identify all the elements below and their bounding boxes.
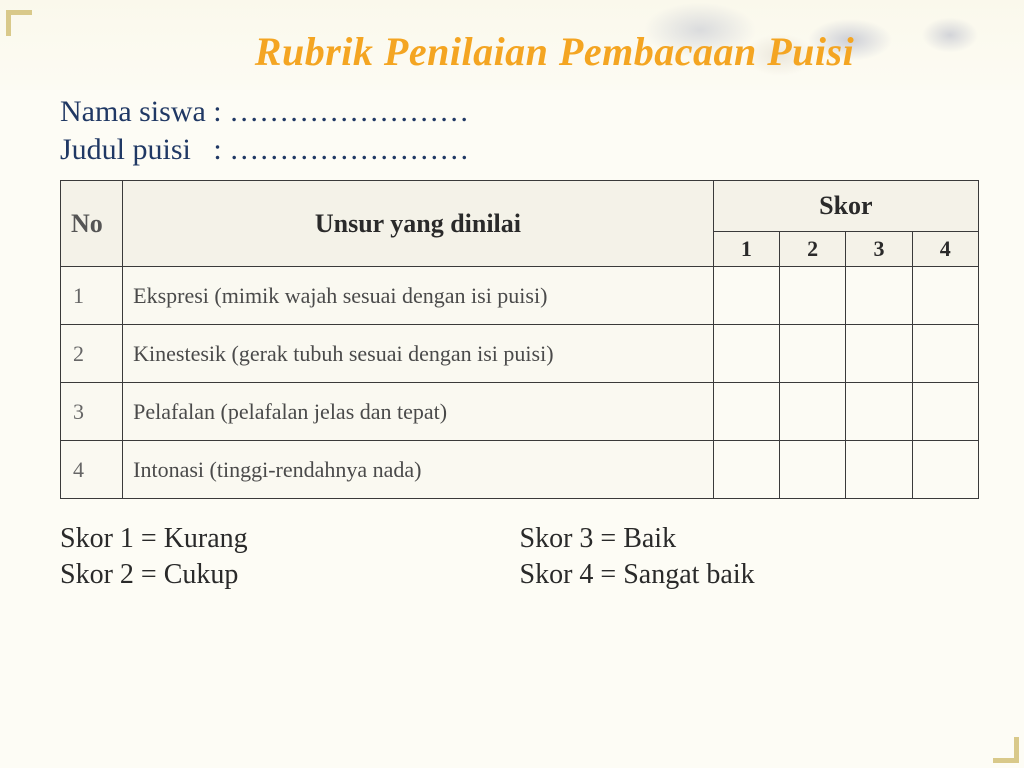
table-row: 3 Pelafalan (pelafalan jelas dan tepat) [61, 383, 979, 441]
score-cell [780, 383, 846, 441]
col-header-item: Unsur yang dinilai [123, 181, 714, 267]
score-cell [780, 267, 846, 325]
legend-col-left: Skor 1 = Kurang Skor 2 = Cukup [60, 521, 520, 594]
field-title-value: …………………… [229, 133, 469, 166]
field-name-label: Nama siswa [60, 95, 206, 128]
row-item: Intonasi (tinggi-rendahnya nada) [123, 441, 714, 499]
table-header-row-1: No Unsur yang dinilai Skor [61, 181, 979, 232]
score-cell [912, 383, 978, 441]
row-item: Ekspresi (mimik wajah sesuai dengan isi … [123, 267, 714, 325]
score-cell [912, 441, 978, 499]
legend-item: Skor 3 = Baik [520, 521, 980, 557]
col-header-score-2: 2 [780, 232, 846, 267]
score-cell [713, 383, 779, 441]
field-title-label: Judul puisi [60, 133, 191, 166]
rubric-table: No Unsur yang dinilai Skor 1 2 3 4 1 Eks… [60, 180, 979, 499]
row-no: 2 [61, 325, 123, 383]
col-header-skor: Skor [713, 181, 978, 232]
row-item: Kinestesik (gerak tubuh sesuai dengan is… [123, 325, 714, 383]
col-header-score-4: 4 [912, 232, 978, 267]
score-cell [846, 267, 912, 325]
rubric-table-wrap: No Unsur yang dinilai Skor 1 2 3 4 1 Eks… [60, 180, 979, 499]
score-cell [713, 267, 779, 325]
score-cell [912, 325, 978, 383]
score-cell [780, 325, 846, 383]
table-row: 2 Kinestesik (gerak tubuh sesuai dengan … [61, 325, 979, 383]
score-cell [713, 325, 779, 383]
score-cell [780, 441, 846, 499]
field-name: Nama siswa : …………………… [60, 93, 979, 131]
score-cell [912, 267, 978, 325]
col-header-score-1: 1 [713, 232, 779, 267]
field-name-value: …………………… [229, 95, 469, 128]
score-cell [713, 441, 779, 499]
table-row: 1 Ekspresi (mimik wajah sesuai dengan is… [61, 267, 979, 325]
col-header-no: No [61, 181, 123, 267]
legend-item: Skor 4 = Sangat baik [520, 557, 980, 593]
row-item: Pelafalan (pelafalan jelas dan tepat) [123, 383, 714, 441]
score-legend: Skor 1 = Kurang Skor 2 = Cukup Skor 3 = … [60, 521, 979, 594]
table-row: 4 Intonasi (tinggi-rendahnya nada) [61, 441, 979, 499]
legend-item: Skor 2 = Cukup [60, 557, 520, 593]
row-no: 1 [61, 267, 123, 325]
score-cell [846, 325, 912, 383]
slide-container: Rubrik Penilaian Pembacaan Puisi Nama si… [0, 0, 1024, 768]
row-no: 3 [61, 383, 123, 441]
row-no: 4 [61, 441, 123, 499]
rubric-tbody: 1 Ekspresi (mimik wajah sesuai dengan is… [61, 267, 979, 499]
student-fields: Nama siswa : …………………… Judul puisi : …………… [60, 93, 979, 168]
col-header-score-3: 3 [846, 232, 912, 267]
score-cell [846, 441, 912, 499]
score-cell [846, 383, 912, 441]
legend-col-right: Skor 3 = Baik Skor 4 = Sangat baik [520, 521, 980, 594]
field-title: Judul puisi : …………………… [60, 131, 979, 169]
legend-item: Skor 1 = Kurang [60, 521, 520, 557]
page-title: Rubrik Penilaian Pembacaan Puisi [130, 28, 979, 75]
